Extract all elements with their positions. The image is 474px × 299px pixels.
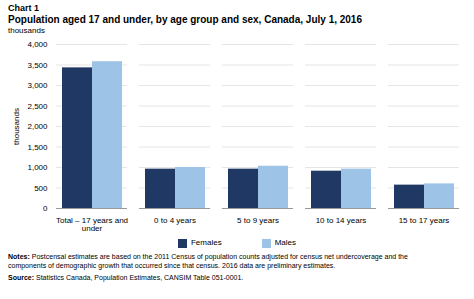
svg-text:Total – 17 years andunder: Total – 17 years andunder (56, 216, 128, 233)
svg-text:3,500: 3,500 (27, 61, 48, 70)
html-text:Notes: Postcensal estimates ar: Notes: Postcensal estimates are based on… (8, 253, 408, 269)
html-text:Chart 1: Chart 1 (8, 3, 39, 13)
svg-text:0: 0 (43, 204, 48, 213)
svg-text:0 to 4 years: 0 to 4 years (154, 216, 196, 225)
svg-text:15 to 17 years: 15 to 17 years (399, 216, 450, 225)
svg-text:2,500: 2,500 (27, 102, 48, 111)
svg-text:1,500: 1,500 (27, 143, 48, 152)
html-text:Population aged 17 and under,: Population aged 17 and under, by age gro… (8, 14, 362, 25)
svg-text:2,000: 2,000 (27, 122, 48, 131)
html-text:Source: Statistics Canada, Pop: Source: Statistics Canada, Population Es… (8, 274, 244, 281)
svg-text:10 to 14 years: 10 to 14 years (316, 216, 367, 225)
svg-text:5 to 9 years: 5 to 9 years (237, 216, 279, 225)
html-text:Females: Females (191, 238, 222, 247)
svg-text:4,000: 4,000 (27, 40, 48, 49)
html-text:Males: Males (274, 238, 296, 247)
svg-text:3,000: 3,000 (27, 81, 48, 90)
html-text:thousands: thousands (8, 26, 45, 35)
svg-text:500: 500 (34, 184, 48, 193)
svg-text:1,000: 1,000 (27, 163, 48, 172)
svg-text:thousands: thousands (12, 108, 21, 145)
